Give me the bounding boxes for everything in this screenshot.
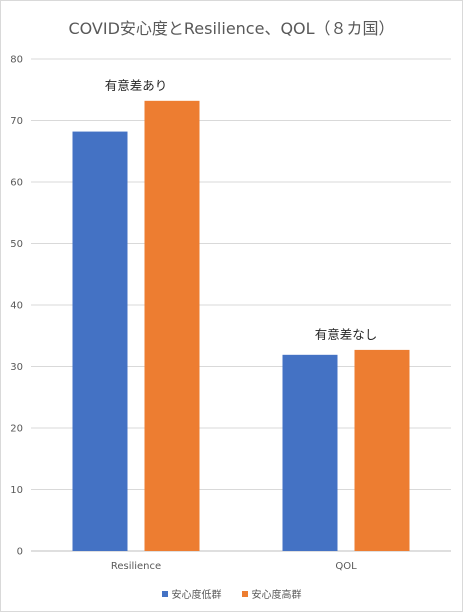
x-category-label: Resilience (111, 561, 161, 572)
y-tick-label: 30 (10, 362, 23, 373)
chart-title: COVID安心度とResilience、QOL（８カ国） (68, 19, 395, 38)
y-tick-label: 50 (10, 239, 23, 250)
legend-swatch-low (161, 590, 168, 597)
bar-high (354, 349, 410, 551)
bar-low (282, 354, 338, 551)
y-tick-label: 0 (17, 547, 23, 558)
x-category-label: QOL (335, 561, 357, 572)
y-tick-label: 40 (10, 301, 23, 312)
y-tick-label: 80 (10, 55, 23, 66)
bar-high (144, 100, 200, 551)
legend-item-high: 安心度高群 (241, 586, 302, 601)
y-tick-label: 70 (10, 116, 23, 127)
bar-low (72, 131, 128, 551)
legend-label-high: 安心度高群 (251, 590, 302, 601)
legend-swatch-high (241, 590, 248, 597)
legend: 安心度低群 安心度高群 (1, 586, 462, 601)
significance-annotation: 有意差あり (105, 78, 168, 93)
legend-item-low: 安心度低群 (161, 586, 222, 601)
y-tick-label: 10 (10, 485, 23, 496)
legend-label-low: 安心度低群 (171, 590, 222, 601)
y-tick-label: 20 (10, 424, 23, 435)
significance-annotation: 有意差なし (315, 327, 378, 342)
y-tick-label: 60 (10, 178, 23, 189)
